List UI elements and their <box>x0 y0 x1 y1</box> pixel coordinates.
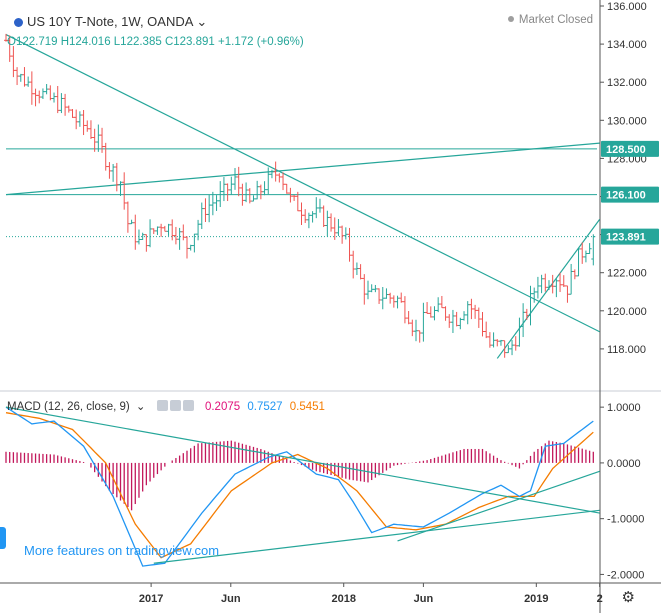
time-tick-label: Jun <box>221 593 241 605</box>
price-label-box <box>601 186 659 203</box>
settings-icon[interactable] <box>169 400 181 411</box>
macd-trend-line[interactable] <box>153 509 600 564</box>
price-label-text: 123.891 <box>606 232 646 244</box>
gear-icon[interactable]: ⚙ <box>621 589 635 606</box>
symbol-title[interactable]: US 10Y T-Note, 1W, OANDA ⌄ <box>14 14 207 30</box>
side-panel-toggle[interactable] <box>0 527 6 549</box>
price-tick-label: 134.000 <box>607 39 647 51</box>
macd-signal-line <box>5 412 594 559</box>
market-status-text: Market Closed <box>518 14 593 26</box>
macd-legend-title: MACD (12, 26, close, 9) <box>7 401 130 413</box>
price-tick-label: 118.000 <box>607 344 646 356</box>
macd-legend: MACD (12, 26, close, 9) ⌄ 0.2075 0.7527 … <box>7 399 325 413</box>
macd-trend-line[interactable] <box>5 406 600 514</box>
price-tick-label: 132.000 <box>607 77 647 89</box>
price-label-box <box>601 228 659 245</box>
price-trend-line[interactable] <box>5 142 600 196</box>
price-label-text: 128.500 <box>606 144 646 156</box>
us-flag-icon <box>14 18 23 27</box>
time-tick-label: 2 <box>597 593 603 605</box>
macd-histogram-value: 0.2075 <box>204 401 241 413</box>
macd-tick-label: -1.0000 <box>607 514 644 526</box>
symbol-title-text: US 10Y T-Note, 1W, OANDA <box>27 14 193 29</box>
close-icon[interactable] <box>182 400 194 411</box>
chevron-down-icon[interactable]: ⌄ <box>135 401 146 413</box>
time-tick-label: 2017 <box>139 593 163 605</box>
macd-line-value: 0.7527 <box>247 401 283 413</box>
macd-signal-value: 0.5451 <box>289 401 325 413</box>
macd-tick-label: 0.0000 <box>607 458 641 470</box>
time-tick-label: 2018 <box>331 593 355 605</box>
promo-link[interactable]: More features on tradingview.com <box>24 543 220 558</box>
price-tick-label: 130.000 <box>607 115 647 127</box>
macd-tick-label: -2.0000 <box>607 569 644 581</box>
time-tick-label: Jun <box>414 593 434 605</box>
price-trend-line[interactable] <box>5 34 600 333</box>
macd-trend-line[interactable] <box>397 470 600 542</box>
price-label-text: 126.100 <box>606 190 646 202</box>
price-tick-label: 122.000 <box>607 268 647 280</box>
price-trend-line[interactable] <box>496 219 601 359</box>
time-tick-label: 2019 <box>524 593 548 605</box>
price-label-box <box>601 140 659 157</box>
market-status: Market Closed <box>507 14 593 26</box>
ohlc-values: O122.719 H124.016 L122.385 C123.891 +1.1… <box>7 36 304 48</box>
macd-line <box>5 406 594 567</box>
macd-tick-label: 1.0000 <box>607 402 641 414</box>
price-tick-label: 120.000 <box>607 306 647 318</box>
chevron-down-icon[interactable]: ⌄ <box>196 14 208 29</box>
eye-icon[interactable] <box>156 400 168 411</box>
price-tick-label: 136.000 <box>607 1 647 13</box>
status-dot-icon <box>507 16 514 22</box>
